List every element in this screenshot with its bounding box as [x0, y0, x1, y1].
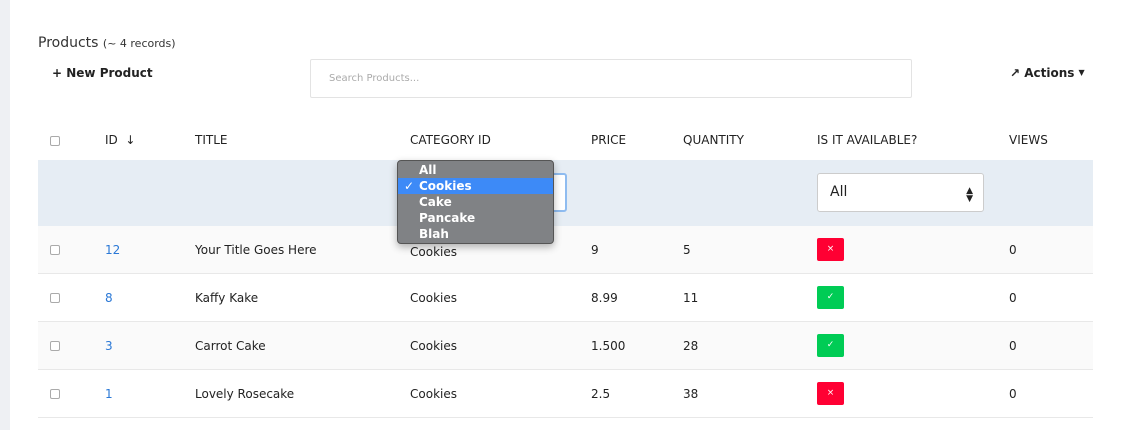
column-header-views[interactable]: VIEWS	[1009, 133, 1048, 147]
select-all-checkbox[interactable]	[50, 136, 60, 146]
row-quantity: 11	[683, 291, 699, 305]
option-blah[interactable]: Blah	[419, 227, 449, 241]
left-sidebar-edge	[0, 0, 10, 430]
row-views: 0	[1009, 243, 1017, 257]
select-arrows-icon: ▲ ▼	[966, 186, 973, 204]
option-all[interactable]: All	[419, 163, 437, 177]
record-count: (~ 4 records)	[102, 37, 176, 50]
table-row	[38, 370, 1093, 418]
checkmark-icon: ✓	[404, 179, 415, 193]
plus-icon: +	[52, 66, 63, 80]
row-views: 0	[1009, 387, 1017, 401]
row-checkbox[interactable]	[50, 293, 60, 303]
available-filter-select[interactable]: All ▲ ▼	[817, 173, 984, 212]
category-dropdown-menu: All ✓ Cookies Cake Pancake Blah	[397, 160, 554, 244]
row-checkbox[interactable]	[50, 341, 60, 351]
column-header-id[interactable]: ID ↓	[105, 133, 136, 147]
column-header-price[interactable]: PRICE	[591, 133, 627, 147]
column-header-title[interactable]: TITLE	[195, 133, 228, 147]
row-category: Cookies	[410, 291, 457, 305]
option-cookies[interactable]: ✓ Cookies	[398, 178, 553, 194]
row-quantity: 38	[683, 387, 699, 401]
option-pancake[interactable]: Pancake	[419, 211, 476, 225]
available-check-icon: ✓	[817, 334, 844, 357]
row-title: Kaffy Kake	[195, 291, 259, 305]
row-title: Your Title Goes Here	[195, 243, 317, 257]
row-category: Cookies	[410, 387, 457, 401]
column-header-available[interactable]: IS IT AVAILABLE?	[817, 133, 918, 147]
row-views: 0	[1009, 291, 1017, 305]
page-title: Products (~ 4 records)	[38, 35, 176, 51]
row-price: 2.5	[591, 387, 611, 401]
row-id-link[interactable]: 1	[105, 387, 113, 401]
row-id-link[interactable]: 3	[105, 339, 113, 353]
option-cake[interactable]: Cake	[419, 195, 452, 209]
hammer-icon: ↗	[1010, 66, 1021, 80]
caret-down-icon: ▼	[1078, 68, 1085, 77]
row-id-link[interactable]: 12	[105, 243, 121, 257]
column-header-category[interactable]: CATEGORY ID	[410, 133, 491, 147]
available-check-icon: ✓	[817, 286, 844, 309]
row-title: Lovely Rosecake	[195, 387, 295, 401]
search-input[interactable]	[310, 59, 912, 98]
table-row	[38, 274, 1093, 322]
row-quantity: 28	[683, 339, 699, 353]
row-price: 9	[591, 243, 599, 257]
new-product-button[interactable]: + New Product	[52, 66, 153, 80]
row-price: 8.99	[591, 291, 618, 305]
row-title: Carrot Cake	[195, 339, 266, 353]
actions-button[interactable]: ↗ Actions ▼	[1010, 66, 1085, 80]
row-id-link[interactable]: 8	[105, 291, 113, 305]
row-category: Cookies	[410, 245, 457, 259]
sort-arrow-down-icon: ↓	[125, 133, 136, 147]
table-row	[38, 226, 1093, 274]
unavailable-x-icon: ×	[817, 382, 844, 405]
row-checkbox[interactable]	[50, 389, 60, 399]
row-price: 1.500	[591, 339, 626, 353]
row-checkbox[interactable]	[50, 245, 60, 255]
unavailable-x-icon: ×	[817, 238, 844, 261]
column-header-quantity[interactable]: QUANTITY	[683, 133, 744, 147]
table-row	[38, 322, 1093, 370]
row-category: Cookies	[410, 339, 457, 353]
row-views: 0	[1009, 339, 1017, 353]
row-quantity: 5	[683, 243, 691, 257]
